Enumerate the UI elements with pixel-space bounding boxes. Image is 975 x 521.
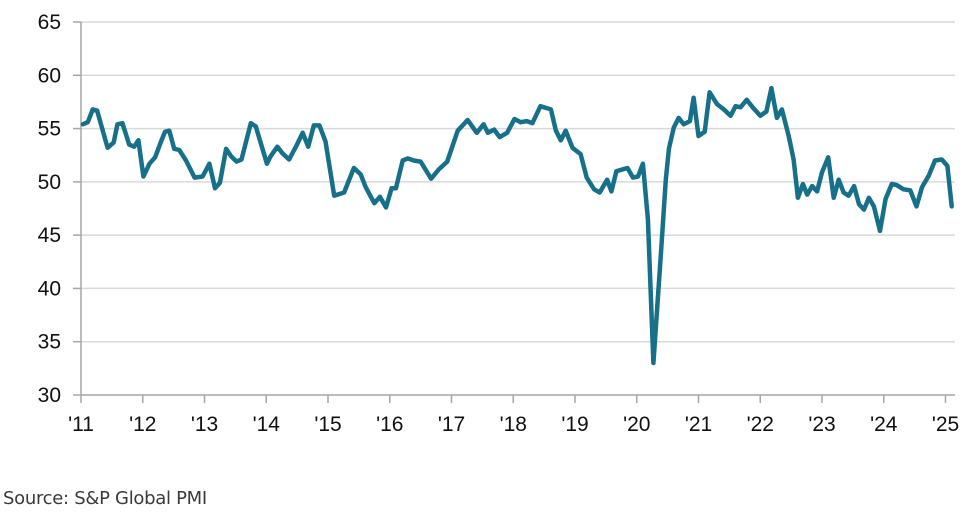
y-tick-label: 60: [38, 64, 61, 87]
gridlines: [81, 21, 955, 343]
x-tick-label: '13: [191, 413, 218, 436]
y-axis-ticks: 30 35 40 45 50 55 60 65: [38, 11, 81, 407]
y-tick-label: 35: [38, 331, 61, 354]
x-tick-label: '20: [623, 413, 650, 436]
x-tick-label: '16: [376, 413, 403, 436]
x-tick-label: '23: [808, 413, 835, 436]
x-tick-label: '18: [500, 413, 527, 436]
series-line: [80, 85, 954, 366]
y-tick-label: 50: [38, 171, 61, 194]
x-tick-label: '15: [314, 413, 341, 436]
x-tick-label: '21: [685, 413, 712, 436]
x-tick-label: '17: [438, 413, 465, 436]
series-layer: [80, 85, 954, 366]
x-tick-label: '24: [870, 413, 898, 436]
x-tick-label: '25: [932, 413, 959, 436]
x-tick-label: '12: [129, 413, 156, 436]
y-tick-label: 55: [38, 118, 61, 141]
x-tick-label: '19: [561, 413, 588, 436]
source-note: Source: S&P Global PMI: [3, 488, 207, 509]
x-tick-label: '22: [747, 413, 774, 436]
x-tick-label: '11: [68, 413, 94, 436]
y-tick-label: 40: [38, 277, 61, 300]
y-tick-label: 30: [38, 384, 61, 407]
y-tick-label: 65: [38, 11, 61, 34]
x-axis: '11 '12 '13 '14 '15 '16 '17 '18 '19 '20 '21 '22 '23 '…: [68, 22, 959, 436]
x-tick-label: '14: [253, 413, 281, 436]
y-tick-label: 45: [38, 224, 61, 247]
